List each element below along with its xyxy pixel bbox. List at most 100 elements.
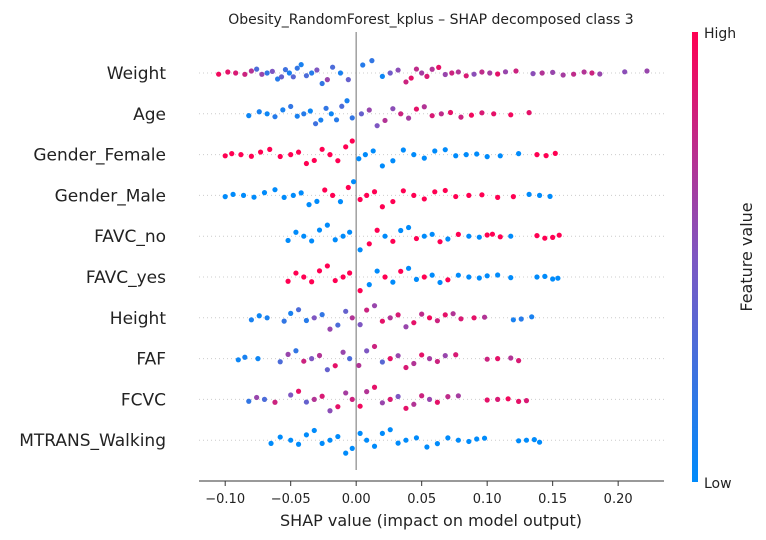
shap-point [316, 268, 323, 274]
shap-point [360, 62, 366, 68]
shap-point [487, 70, 493, 76]
shap-point [445, 277, 451, 283]
shap-point [597, 71, 603, 77]
shap-point [395, 67, 401, 73]
shap-point [285, 237, 291, 244]
shap-point [314, 198, 320, 204]
shap-point [288, 392, 294, 398]
x-tick-label: −0.10 [205, 492, 245, 507]
shap-point [398, 227, 404, 234]
shap-point [340, 233, 346, 239]
shap-point [294, 113, 300, 119]
shap-point [432, 148, 438, 154]
shap-point [479, 69, 485, 75]
shap-point [403, 324, 409, 330]
shap-point [419, 352, 425, 358]
x-tick-label: 0.10 [473, 492, 502, 507]
shap-point [259, 71, 265, 77]
shap-point [581, 69, 587, 75]
shap-point [269, 68, 275, 74]
shap-point [455, 69, 461, 75]
shap-point [536, 192, 543, 198]
shap-point [272, 399, 278, 405]
shap-point [335, 158, 341, 164]
shap-point [288, 152, 294, 158]
shap-point [264, 111, 270, 117]
shap-point [371, 343, 378, 350]
shap-point [424, 444, 430, 450]
shap-point [387, 70, 393, 76]
shap-point [356, 156, 362, 162]
shap-point [552, 150, 558, 156]
shap-point [476, 234, 482, 240]
shap-point [379, 400, 385, 406]
shap-point [374, 227, 380, 233]
shap-point [413, 235, 420, 242]
shap-point [319, 312, 325, 318]
points-layer [216, 58, 650, 456]
shap-point [445, 236, 451, 242]
feature-label: FCVC [121, 390, 166, 410]
shap-point [277, 359, 283, 365]
shap-point [288, 310, 294, 316]
shap-point [419, 311, 425, 317]
shap-point [450, 311, 456, 317]
shap-point [318, 117, 324, 123]
feature-label: Gender_Female [33, 146, 166, 166]
shap-point [324, 222, 330, 228]
feature-label: FAVC_yes [86, 268, 166, 288]
shap-point [438, 111, 444, 117]
shap-point [453, 352, 459, 358]
shap-point [382, 117, 388, 124]
shap-point [453, 193, 459, 200]
shap-point [379, 359, 385, 365]
shap-point [256, 313, 262, 319]
shap-point [497, 234, 503, 240]
shap-point [240, 192, 247, 198]
shap-point [364, 389, 370, 395]
shap-point [295, 388, 302, 394]
shap-point [411, 192, 417, 198]
shap-point [282, 67, 289, 73]
shap-point [311, 315, 317, 321]
shap-point [491, 111, 497, 117]
shap-point [523, 437, 530, 443]
shap-point [358, 111, 365, 117]
shap-point [357, 403, 363, 409]
shap-point [222, 153, 228, 159]
shap-point [347, 270, 353, 276]
shap-point [357, 430, 363, 436]
shap-point [340, 274, 346, 280]
shap-point [421, 196, 427, 202]
shap-point [309, 279, 315, 285]
shap-point [466, 233, 472, 239]
feature-label: Age [133, 105, 166, 125]
shap-point [481, 435, 488, 441]
shap-point [556, 232, 562, 238]
shap-point [398, 111, 404, 117]
shap-point [242, 71, 248, 77]
shap-point [277, 434, 283, 440]
shap-point [434, 318, 440, 324]
shap-point [426, 356, 433, 362]
shap-point [295, 307, 302, 313]
shap-point [550, 276, 556, 282]
shap-point [366, 107, 372, 113]
shap-point [421, 155, 427, 161]
shap-point [335, 404, 341, 410]
shap-point [437, 279, 443, 286]
shap-point [251, 194, 257, 200]
shap-point [390, 158, 396, 164]
shap-point [345, 184, 351, 191]
shap-point [495, 272, 501, 278]
shap-point [345, 77, 351, 83]
shap-point [429, 231, 435, 237]
shap-point [403, 364, 409, 371]
shap-point [324, 263, 330, 269]
feature-label: FAVC_no [94, 227, 166, 247]
x-axis-label: SHAP value (impact on model output) [280, 511, 582, 530]
shap-point [293, 348, 299, 354]
shap-point [327, 152, 333, 158]
shap-point [335, 433, 341, 440]
x-tick-label: 0.15 [538, 492, 567, 507]
